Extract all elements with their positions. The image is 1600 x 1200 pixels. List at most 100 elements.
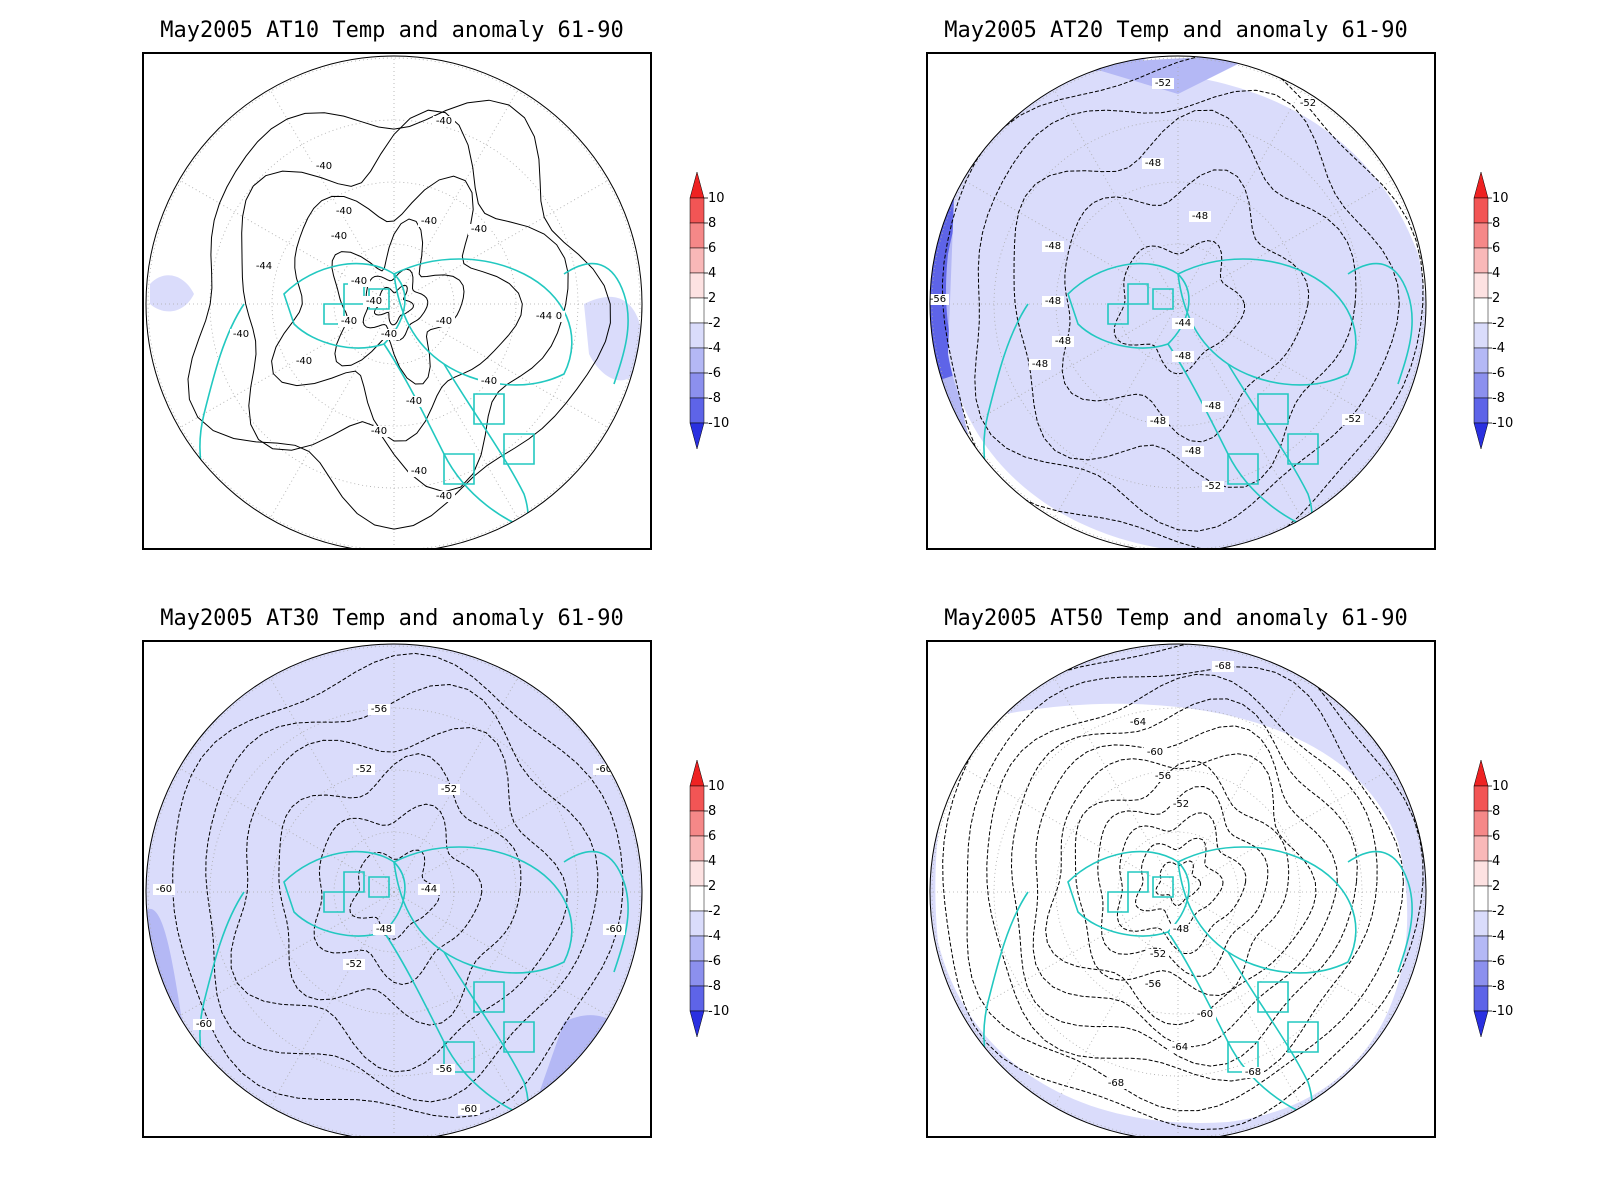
colorbar-segment <box>1473 397 1489 424</box>
contour-label-bg <box>348 276 370 287</box>
colorbar-segment <box>1473 322 1489 349</box>
colorbar-tick-label: -10 <box>1492 1004 1513 1019</box>
meridian-line <box>179 303 395 429</box>
contour-label: -68 <box>1215 661 1231 672</box>
isotherm-contour <box>966 666 1404 1112</box>
colorbar-segment <box>689 910 705 937</box>
contour-label-bg <box>1127 717 1149 728</box>
colorbar-tick-label: 4 <box>708 266 716 281</box>
contour-label: -40 <box>331 231 347 242</box>
colorbar-triangle-bottom <box>689 422 705 450</box>
coastline <box>1067 850 1190 937</box>
contour-label: -52 <box>1345 414 1361 425</box>
contour-label: -40 <box>341 316 357 327</box>
polar-map-at10: -40 -40 -40 -40 -40 -40 -40 -40 -40 -40 -40 -40 -40-… <box>142 52 652 550</box>
contour-label: -40 <box>436 116 452 127</box>
contour-label: -60 <box>461 1104 477 1115</box>
contour-label: -44 <box>256 261 272 272</box>
colorbar-segment <box>1473 885 1489 912</box>
contour-label-bg <box>1142 979 1164 990</box>
contour-label: -48 <box>1145 158 1161 169</box>
colorbar-triangle-bottom <box>1473 422 1489 450</box>
contour-label-bg <box>368 426 390 437</box>
contour-label-bg <box>508 546 530 548</box>
contour-label-bg <box>153 884 175 895</box>
colorbar-tick-label: -2 <box>1492 904 1505 919</box>
coastline <box>443 393 535 485</box>
colorbar-segment <box>1473 197 1489 224</box>
contour-label: -40 <box>371 426 387 437</box>
meridian-line <box>393 303 609 429</box>
contour-label-bg <box>438 784 460 795</box>
contour-label: -48 <box>1205 401 1221 412</box>
colorbar-tick-label: 4 <box>708 854 716 869</box>
colorbar-segment <box>1473 960 1489 987</box>
contour-label-bg <box>1029 359 1051 370</box>
colorbar-segment <box>1473 372 1489 399</box>
isotherm-contour <box>205 683 599 1103</box>
colorbar-segment <box>1473 860 1489 887</box>
colorbar-tick-label: -2 <box>708 316 721 331</box>
isotherm-contour <box>1097 785 1269 977</box>
colorbar-segment <box>1473 297 1489 324</box>
contour-label: -52 <box>1155 78 1171 89</box>
isotherm-contour <box>313 803 483 986</box>
panel-title: May2005 AT30 Temp and anomaly 61-90 <box>160 606 624 631</box>
colorbar-segment <box>689 810 705 837</box>
contour-label-bg <box>378 329 400 340</box>
meridian-line <box>963 767 1179 893</box>
contour-label: -60 <box>596 764 612 775</box>
meridian-line <box>1177 891 1393 1017</box>
map-svg: -40-40-40-40-40-40-40-40-40-40-40-40 -40-… <box>145 55 643 548</box>
contour-label-bg <box>1342 414 1364 425</box>
contour-label: -48 <box>1045 296 1061 307</box>
colorbar-tick-label: -4 <box>708 341 721 356</box>
meridian-line <box>393 179 609 305</box>
colorbar-at30: 10 8 6 4 2 -2 -4 -6 -8 -10 <box>688 759 748 1054</box>
contour-label-bg <box>363 296 385 307</box>
anomaly-area <box>146 644 642 1136</box>
colorbar-tick-label: 10 <box>1492 779 1509 794</box>
contour-label: -40 <box>411 466 427 477</box>
map-svg: -52 -52 -48 -48 -48 -48 -48 -48 -44 -48 -48 -48 -48 -… <box>929 55 1427 548</box>
contour-label: -40 <box>436 316 452 327</box>
contour-label: -48 <box>1055 336 1071 347</box>
colorbar-segment <box>1473 785 1489 812</box>
colorbar-tick-label: -4 <box>1492 929 1505 944</box>
contour-label: -56 <box>930 294 946 305</box>
contour-label-bg <box>1202 481 1224 492</box>
colorbar-segment <box>689 222 705 249</box>
isotherm-contour <box>349 849 440 940</box>
colorbar-tick-label: 8 <box>1492 216 1500 231</box>
contour-label-bg <box>1194 1009 1216 1020</box>
contour-label-bg <box>1042 241 1064 252</box>
isotherm-contour <box>230 727 568 1073</box>
contour-label-bg <box>418 884 440 895</box>
colorbar-tick-label: -10 <box>1492 416 1513 431</box>
colorbar-tick-label: -6 <box>1492 366 1505 381</box>
map-svg: -56 -52 -52 -44 -48 -52 -60 -60 -60 -56 -60 -60 <box>145 643 643 1136</box>
contour-label-bg <box>1172 351 1194 362</box>
panel-title: May2005 AT10 Temp and anomaly 61-90 <box>160 18 624 43</box>
coastlines <box>983 258 1413 548</box>
coastline <box>1067 262 1190 349</box>
anomaly-area <box>584 296 642 381</box>
isotherm-contour <box>187 99 611 530</box>
map-svg: -68 -64 -60 -56 -52 -48 -52 -56 -60 -64 -68 -68 <box>929 643 1427 1136</box>
contour-label: -40 <box>421 216 437 227</box>
colorbar-tick-label: -2 <box>1492 316 1505 331</box>
colorbar-at10: 10 8 6 4 2 -2 -4 -6 -8 -10 <box>688 171 748 466</box>
contour-label: -40 <box>316 161 332 172</box>
contour-label: -40 <box>471 224 487 235</box>
contour-label: -56 <box>1155 771 1171 782</box>
colorbar-segment <box>689 272 705 299</box>
meridian-line <box>179 179 395 305</box>
latitude-circle <box>1055 769 1301 1015</box>
colorbar-tick-label: -2 <box>708 904 721 919</box>
contour-label-bg <box>1105 1078 1127 1089</box>
meridian-line <box>1177 767 1393 893</box>
coastline <box>393 846 573 974</box>
isotherm-contour <box>1045 753 1317 1026</box>
colorbar-segment <box>1473 985 1489 1012</box>
colorbar-segment <box>1473 347 1489 374</box>
